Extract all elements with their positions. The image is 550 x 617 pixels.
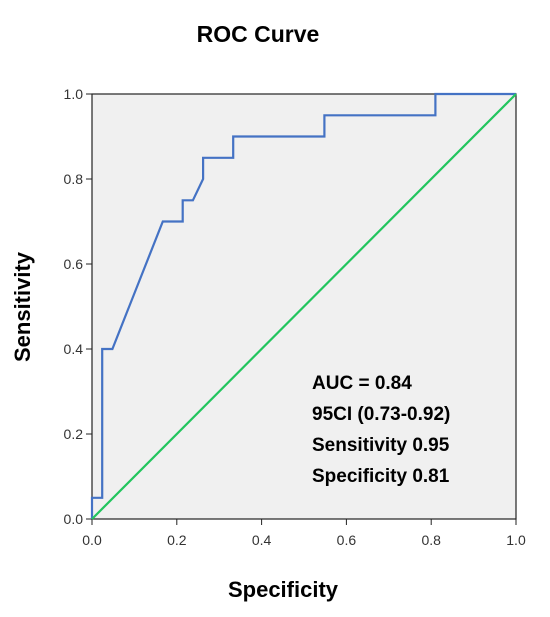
y-axis: 0.0 0.2 0.4 0.6 0.8 1.0 bbox=[64, 86, 92, 527]
annotation-text: AUC = 0.84 bbox=[312, 373, 412, 394]
y-tick-label: 0.2 bbox=[64, 426, 84, 442]
chart-title: ROC Curve bbox=[197, 21, 320, 47]
y-tick-label: 0.8 bbox=[64, 171, 84, 187]
annotation-box: AUC = 0.84 95CI (0.73-0.92) Sensitivity 0.… bbox=[312, 373, 450, 487]
y-tick-label: 0.0 bbox=[64, 511, 84, 527]
x-tick-label: 0.8 bbox=[421, 532, 441, 548]
roc-curve-line bbox=[90, 92, 516, 519]
y-axis-title: Sensitivity bbox=[10, 251, 35, 362]
reference-diagonal-line bbox=[91, 93, 517, 520]
annotation-text: Specificity 0.81 bbox=[312, 466, 450, 487]
x-tick-label: 0.2 bbox=[167, 532, 187, 548]
y-tick-label: 0.4 bbox=[64, 341, 84, 357]
series-layer bbox=[90, 92, 517, 520]
y-tick-label: 1.0 bbox=[64, 86, 84, 102]
x-axis-title: Specificity bbox=[228, 577, 339, 602]
annotation-text: Sensitivity 0.95 bbox=[312, 435, 450, 456]
x-axis: 0.0 0.2 0.4 0.6 0.8 1.0 bbox=[82, 519, 526, 548]
x-tick-label: 0.6 bbox=[337, 532, 357, 548]
x-tick-label: 0.0 bbox=[82, 532, 102, 548]
y-tick-label: 0.6 bbox=[64, 256, 84, 272]
annotation-text: 95CI (0.73-0.92) bbox=[312, 404, 450, 425]
x-tick-label: 0.4 bbox=[252, 532, 272, 548]
x-tick-label: 1.0 bbox=[506, 532, 526, 548]
